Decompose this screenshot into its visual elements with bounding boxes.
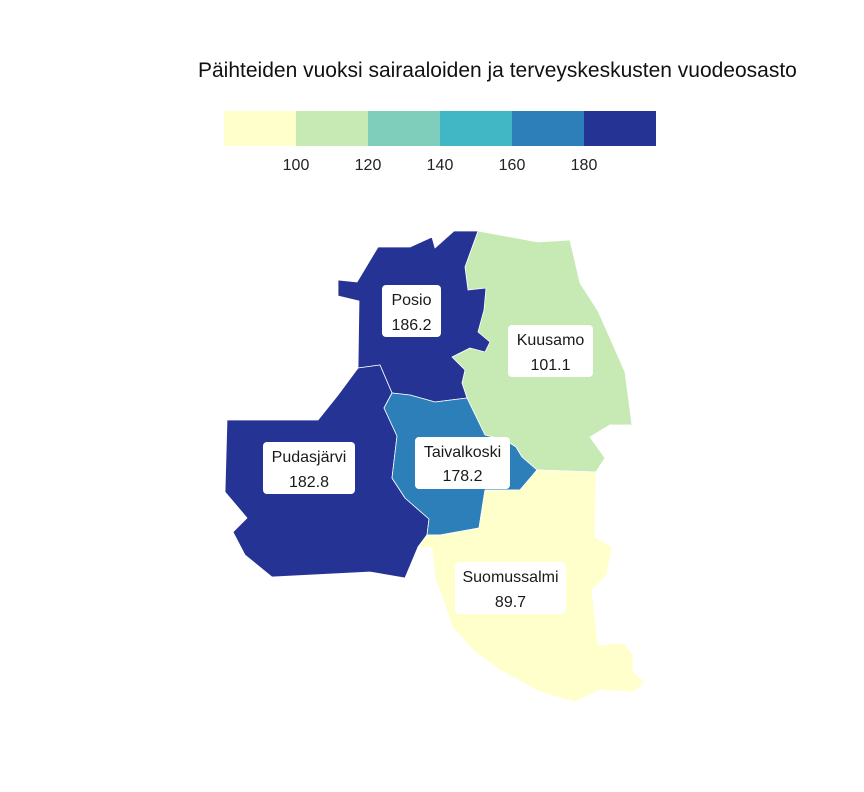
label-pudasjarvi: Pudasjärvi 182.8 (263, 442, 355, 494)
label-name-posio: Posio (391, 292, 431, 309)
label-box-posio (382, 285, 441, 337)
legend-tick-160: 160 (499, 157, 526, 174)
legend-tick-120: 120 (355, 157, 382, 174)
legend-bin-6 (584, 111, 656, 146)
label-kuusamo: Kuusamo 101.1 (508, 325, 593, 377)
label-value-kuusamo: 101.1 (530, 357, 570, 374)
label-value-pudasjarvi: 182.8 (289, 474, 329, 491)
label-value-suomussalmi: 89.7 (495, 594, 526, 611)
legend-tick-180: 180 (571, 157, 598, 174)
legend-tick-140: 140 (427, 157, 454, 174)
legend-tick-100: 100 (283, 157, 310, 174)
label-box-pudasjarvi (263, 442, 355, 494)
legend-bin-4 (440, 111, 513, 146)
map-title: Päihteiden vuoksi sairaaloiden ja tervey… (198, 59, 797, 82)
label-name-suomussalmi: Suomussalmi (462, 569, 558, 586)
legend: 100 120 140 160 180 (224, 111, 656, 174)
legend-bin-1 (224, 111, 297, 146)
legend-bin-2 (296, 111, 369, 146)
label-posio: Posio 186.2 (382, 285, 441, 337)
label-box-taivalkoski (415, 437, 510, 489)
label-name-taivalkoski: Taivalkoski (424, 444, 501, 461)
legend-bin-3 (368, 111, 441, 146)
legend-bin-5 (512, 111, 585, 146)
label-box-kuusamo (508, 325, 593, 377)
label-taivalkoski: Taivalkoski 178.2 (415, 437, 510, 489)
label-name-kuusamo: Kuusamo (517, 332, 585, 349)
label-value-posio: 186.2 (391, 317, 431, 334)
label-suomussalmi: Suomussalmi 89.7 (455, 562, 566, 614)
label-value-taivalkoski: 178.2 (442, 468, 482, 485)
region-labels: Posio 186.2 Kuusamo 101.1 Pudasjärvi 182… (263, 285, 593, 614)
label-box-suomussalmi (455, 562, 566, 614)
label-name-pudasjarvi: Pudasjärvi (272, 449, 347, 466)
